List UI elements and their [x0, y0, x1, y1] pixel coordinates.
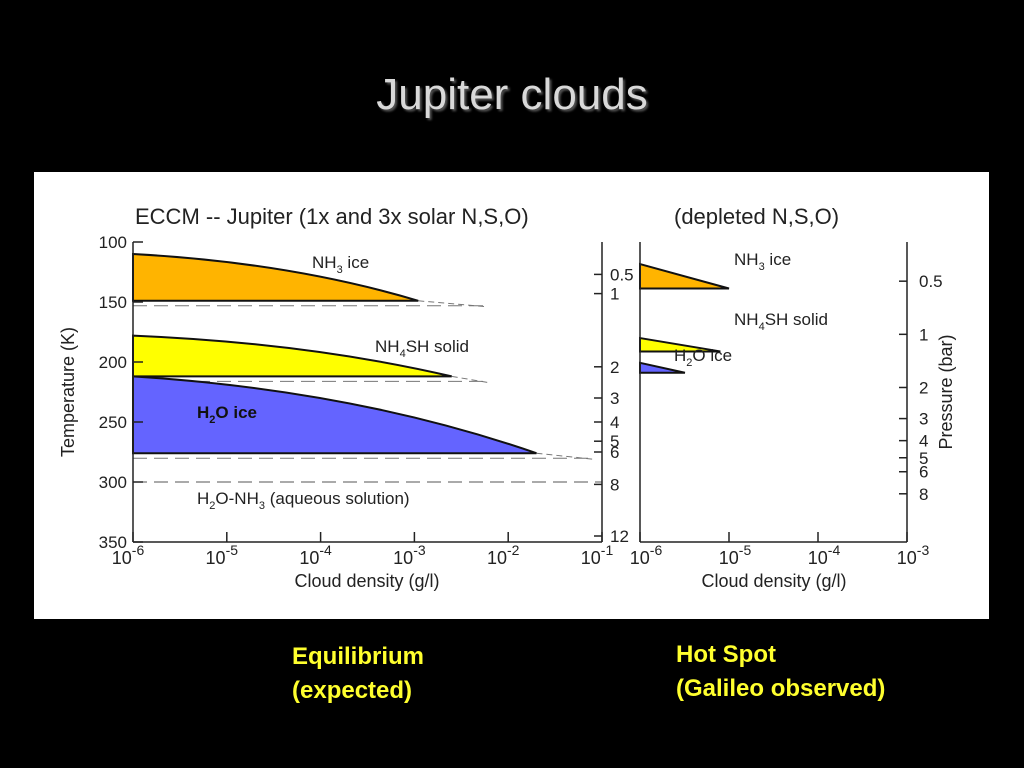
left-y2tick-label-4: 4	[610, 413, 619, 432]
left-nh4sh-label: NH4SH solid	[375, 337, 469, 360]
chart-figure: ECCM -- Jupiter (1x and 3x solar N,S,O) …	[34, 172, 989, 619]
equilibrium-caption-line1: Equilibrium	[292, 643, 424, 670]
right-xtick-label-3: 10-3	[897, 542, 930, 568]
right-panel-title: (depleted N,S,O)	[674, 204, 839, 229]
left-y2tick-label-0: 0.5	[610, 265, 634, 284]
left-layer-2	[132, 375, 537, 455]
cloud-chart-svg: ECCM -- Jupiter (1x and 3x solar N,S,O) …	[58, 204, 956, 591]
right-nh3-label: NH3 ice	[734, 250, 791, 273]
left-layer-1	[132, 334, 452, 378]
left-panel-layers	[132, 252, 602, 483]
left-ytick-label-2: 200	[99, 353, 127, 372]
right-y2label: Pressure (bar)	[936, 334, 956, 449]
right-h2o-label: H2O ice	[674, 346, 732, 369]
left-y2tick-label-6: 6	[610, 443, 619, 462]
right-xtick-label-0: 10-6	[630, 542, 663, 568]
left-ytick-label-5: 350	[99, 533, 127, 552]
right-y2tick-label-2: 2	[919, 378, 928, 397]
left-ytick-label-4: 300	[99, 473, 127, 492]
right-xtick-label-2: 10-4	[808, 542, 841, 568]
left-y2tick-label-8: 12	[610, 527, 629, 546]
right-y2tick-label-0: 0.5	[919, 272, 943, 291]
left-xtick-label-1: 10-5	[206, 542, 239, 568]
hotspot-caption-line2: (Galileo observed)	[676, 675, 886, 702]
right-xtick-label-1: 10-5	[719, 542, 752, 568]
left-xlabel: Cloud density (g/l)	[294, 571, 439, 591]
left-layer-ext-0	[418, 300, 488, 308]
left-ytick-label-0: 100	[99, 233, 127, 252]
left-aqueous-label: H2O-NH3 (aqueous solution)	[197, 489, 410, 512]
right-y2tick-label-3: 3	[919, 410, 928, 429]
left-nh3-label: NH3 ice	[312, 253, 369, 276]
right-nh4sh-label: NH4SH solid	[734, 310, 828, 333]
left-panel-title: ECCM -- Jupiter (1x and 3x solar N,S,O)	[135, 204, 529, 229]
right-xlabel: Cloud density (g/l)	[701, 571, 846, 591]
equilibrium-caption: Equilibrium (expected)	[292, 640, 424, 708]
left-ytick-label-3: 250	[99, 413, 127, 432]
left-xtick-label-0: 10-6	[112, 542, 145, 568]
left-y2tick-label-3: 3	[610, 389, 619, 408]
right-y2tick-label-6: 6	[919, 463, 928, 482]
right-layer-0	[639, 262, 730, 290]
left-ylabel: Temperature (K)	[58, 327, 78, 457]
left-xtick-label-4: 10-2	[487, 542, 520, 568]
left-xtick-label-5: 10-1	[581, 542, 614, 568]
hotspot-caption-line1: Hot Spot	[676, 641, 776, 668]
left-layer-0	[132, 252, 419, 302]
left-y2tick-label-7: 8	[610, 475, 619, 494]
left-xtick-label-3: 10-3	[393, 542, 426, 568]
right-y2tick-label-5: 5	[919, 449, 928, 468]
left-h2o-label: H2O ice	[197, 403, 257, 426]
left-y2tick-label-1: 1	[610, 285, 619, 304]
right-y2tick-label-4: 4	[919, 432, 928, 451]
slide-title: Jupiter clouds	[376, 70, 648, 119]
left-ytick-label-1: 150	[99, 293, 127, 312]
equilibrium-caption-line2: (expected)	[292, 677, 413, 704]
left-y2tick-label-5: 5	[610, 432, 619, 451]
right-y2tick-label-1: 1	[919, 325, 928, 344]
hotspot-caption: Hot Spot (Galileo observed)	[676, 638, 885, 706]
right-panel-axes: 10-6 10-5 10-4 10-3 0.5 1 2 3 456 8	[630, 272, 943, 568]
right-y2tick-label-7: 8	[919, 485, 928, 504]
left-y2tick-label-2: 2	[610, 358, 619, 377]
left-xtick-label-2: 10-4	[299, 542, 332, 568]
